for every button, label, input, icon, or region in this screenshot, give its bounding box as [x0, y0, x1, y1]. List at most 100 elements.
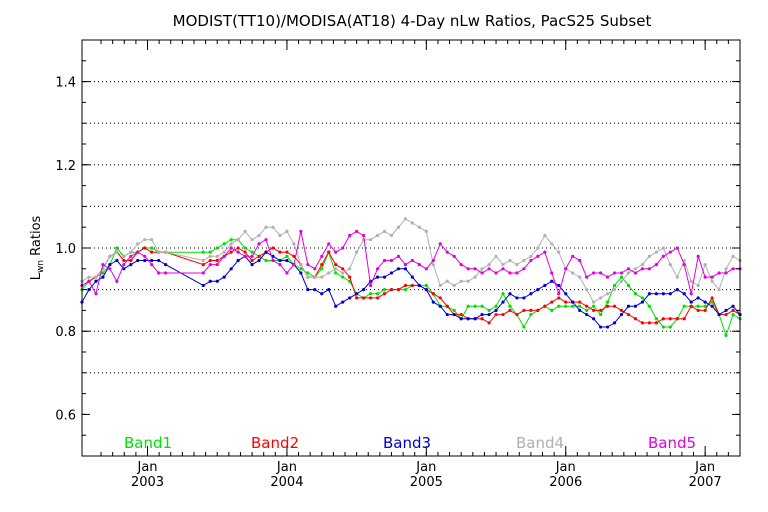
- data-point: [605, 300, 610, 304]
- data-point: [536, 246, 540, 250]
- data-point: [466, 267, 470, 271]
- data-point: [619, 275, 624, 279]
- data-point: [550, 279, 554, 283]
- x-tick-month-0: Jan: [136, 460, 157, 475]
- data-point: [150, 250, 154, 254]
- data-point: [522, 258, 526, 263]
- data-point: [557, 296, 561, 300]
- data-point: [306, 288, 310, 292]
- data-point: [682, 263, 686, 267]
- data-point: [466, 317, 470, 321]
- data-point: [229, 242, 233, 246]
- data-point: [292, 263, 296, 267]
- data-point: [396, 225, 401, 229]
- data-point: [164, 271, 168, 275]
- data-point: [389, 258, 394, 263]
- data-point: [668, 325, 672, 329]
- data-point: [129, 263, 133, 267]
- data-point: [494, 312, 498, 317]
- data-point: [494, 254, 498, 258]
- data-point: [452, 283, 456, 288]
- data-point: [640, 263, 645, 267]
- data-point: [724, 312, 728, 317]
- data-point: [410, 283, 414, 288]
- data-point: [710, 279, 714, 283]
- data-point: [208, 263, 212, 267]
- data-point: [703, 275, 707, 279]
- data-point: [236, 238, 240, 242]
- data-point: [431, 300, 435, 304]
- data-point: [619, 279, 624, 283]
- data-point: [348, 296, 352, 300]
- data-point: [515, 296, 519, 300]
- data-point: [487, 312, 491, 317]
- data-point: [585, 308, 589, 312]
- data-point: [313, 288, 317, 292]
- data-point: [675, 275, 679, 279]
- data-point: [417, 225, 421, 229]
- data-point: [108, 263, 112, 267]
- data-point: [585, 275, 589, 279]
- data-point: [480, 267, 484, 271]
- data-point: [717, 271, 721, 275]
- data-point: [129, 250, 133, 254]
- data-point: [382, 275, 387, 279]
- x-tick-year-0: 2003: [131, 475, 164, 490]
- data-point: [487, 321, 491, 325]
- data-point: [571, 304, 575, 308]
- data-point: [375, 267, 380, 271]
- data-point: [299, 263, 303, 267]
- data-point: [403, 283, 408, 288]
- data-point: [626, 267, 631, 271]
- data-point: [571, 300, 575, 304]
- data-point: [508, 304, 512, 308]
- data-point: [122, 258, 126, 263]
- data-point: [417, 263, 421, 267]
- x-tick-year-2: 2005: [410, 475, 443, 490]
- data-point: [585, 312, 589, 317]
- data-point: [578, 275, 582, 279]
- data-point: [543, 250, 547, 254]
- data-point: [592, 317, 596, 321]
- data-point: [410, 221, 414, 225]
- data-point: [201, 258, 205, 263]
- data-point: [101, 271, 105, 275]
- data-point: [257, 233, 261, 238]
- data-point: [661, 254, 665, 258]
- data-point: [327, 271, 331, 275]
- data-point: [424, 267, 428, 271]
- data-point: [724, 267, 728, 271]
- data-point: [612, 288, 617, 292]
- data-point: [473, 317, 477, 321]
- data-point: [675, 246, 679, 250]
- data-point: [571, 271, 575, 275]
- data-point: [257, 254, 261, 258]
- data-point: [341, 246, 345, 250]
- data-point: [396, 288, 401, 292]
- data-point: [438, 304, 442, 308]
- data-point: [640, 296, 645, 300]
- y-tick-label-4: 1.4: [55, 76, 76, 91]
- series-band3: [80, 250, 742, 329]
- data-point: [640, 300, 645, 304]
- data-point: [550, 308, 554, 312]
- data-point: [257, 258, 261, 263]
- data-point: [115, 258, 119, 263]
- data-point: [703, 263, 707, 267]
- data-point: [129, 254, 133, 258]
- data-point: [208, 258, 212, 263]
- data-point: [487, 267, 491, 271]
- data-point: [717, 312, 721, 317]
- chart-title: MODIST(TT10)/MODISA(AT18) 4-Day nLw Rati…: [173, 12, 652, 30]
- data-point: [647, 254, 651, 258]
- data-point: [731, 267, 735, 271]
- data-point: [445, 279, 449, 283]
- data-point: [264, 225, 268, 229]
- data-point: [389, 288, 394, 292]
- data-point: [494, 271, 498, 275]
- data-point: [208, 250, 212, 254]
- data-point: [731, 254, 735, 258]
- data-point: [236, 250, 240, 254]
- data-point: [299, 229, 303, 233]
